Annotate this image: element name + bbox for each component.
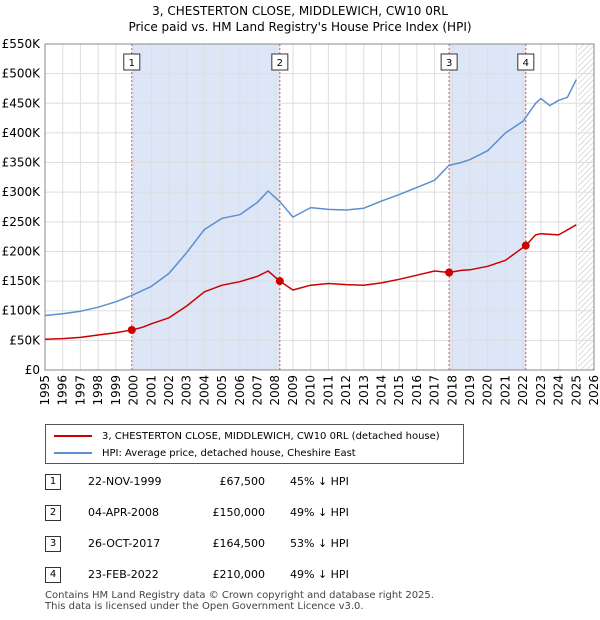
sale-number-badge: 3 (45, 536, 61, 552)
property-price-line (44, 224, 577, 340)
legend-label-property: 3, CHESTERTON CLOSE, MIDDLEWICH, CW10 0R… (102, 430, 440, 442)
sale-price: £164,500 (212, 537, 266, 550)
footer-licence: This data is licensed under the Open Gov… (45, 601, 364, 612)
sale-hpi-diff: 49% ↓ HPI (290, 506, 349, 519)
x-tick-label: 2016 (410, 375, 424, 406)
sale-date: 22-NOV-1999 (88, 475, 162, 488)
y-tick-label: £0 (25, 363, 40, 377)
sale-price: £67,500 (219, 475, 266, 488)
y-tick-label: £500K (2, 67, 42, 81)
x-tick-label: 2004 (197, 375, 211, 406)
legend-item-property: 3, CHESTERTON CLOSE, MIDDLEWICH, CW10 0R… (54, 428, 440, 444)
sale-date: 26-OCT-2017 (88, 537, 161, 550)
chart-title: 3, CHESTERTON CLOSE, MIDDLEWICH, CW10 0R… (152, 4, 448, 18)
sale-price: £150,000 (212, 506, 266, 519)
y-tick-label: £300K (2, 185, 42, 199)
x-tick-label: 2008 (268, 375, 282, 406)
x-tick-label: 1997 (73, 375, 87, 406)
x-tick-label: 2020 (481, 375, 495, 406)
sale-date: 04-APR-2008 (88, 506, 160, 519)
y-tick-label: £150K (2, 274, 42, 288)
x-tick-label: 1996 (56, 375, 70, 406)
sale-point (445, 268, 454, 277)
footer-copyright: Contains HM Land Registry data © Crown c… (45, 590, 434, 601)
sale-marker-label: 2 (277, 58, 283, 69)
table-row: 1 22-NOV-1999 £67,500 45% ↓ HPI (45, 474, 445, 492)
legend: 3, CHESTERTON CLOSE, MIDDLEWICH, CW10 0R… (45, 424, 464, 464)
x-tick-label: 2025 (569, 375, 583, 406)
x-tick-label: 2013 (357, 375, 371, 406)
x-tick-label: 2002 (162, 375, 176, 406)
x-tick-label: 2000 (127, 375, 141, 406)
table-row: 4 23-FEB-2022 £210,000 49% ↓ HPI (45, 567, 445, 585)
hpi-line-swatch (54, 452, 92, 454)
sale-marker-box (271, 53, 289, 71)
property-line-swatch (54, 435, 92, 437)
sale-marker-box (440, 53, 458, 71)
x-tick-label: 2024 (552, 375, 566, 406)
table-row: 3 26-OCT-2017 £164,500 53% ↓ HPI (45, 536, 445, 554)
y-tick-label: £250K (2, 215, 42, 229)
x-tick-label: 2014 (374, 375, 388, 406)
x-tick-label: 2003 (180, 375, 194, 406)
x-tick-label: 2010 (304, 375, 318, 406)
legend-label-hpi: HPI: Average price, detached house, Ches… (102, 447, 356, 459)
sale-hpi-diff: 49% ↓ HPI (290, 568, 349, 581)
plot-frame (44, 43, 595, 371)
table-row: 2 04-APR-2008 £150,000 49% ↓ HPI (45, 505, 445, 523)
sale-number-badge: 2 (45, 505, 61, 521)
y-tick-label: £200K (2, 244, 42, 258)
x-tick-label: 2017 (428, 375, 442, 406)
y-tick-label: £450K (2, 96, 42, 110)
sale-number-badge: 1 (45, 474, 61, 490)
x-tick-label: 2022 (516, 375, 530, 406)
x-tick-label: 2011 (321, 375, 335, 406)
x-tick-label: 2006 (233, 375, 247, 406)
x-tick-label: 2007 (251, 375, 265, 406)
y-tick-label: £550K (2, 37, 42, 51)
sale-marker-label: 4 (523, 58, 529, 69)
x-tick-label: 1995 (38, 375, 52, 406)
sale-hpi-diff: 45% ↓ HPI (290, 475, 349, 488)
sale-price: £210,000 (212, 568, 266, 581)
x-tick-label: 1998 (91, 375, 105, 406)
y-tick-label: £50K (9, 333, 41, 347)
x-tick-label: 2026 (587, 375, 600, 406)
sale-marker-box (517, 53, 535, 71)
hpi-line (44, 79, 577, 317)
x-tick-label: 2019 (463, 375, 477, 406)
sale-marker-box (123, 53, 141, 71)
x-tick-label: 2018 (445, 375, 459, 406)
x-tick-label: 2015 (392, 375, 406, 406)
sale-marker-label: 3 (446, 58, 452, 69)
x-tick-label: 2009 (286, 375, 300, 406)
price-chart: £0 £50K £100K £150K £200K £250K £300K £350K £400… (2, 37, 600, 406)
x-tick-label: 2023 (534, 375, 548, 406)
forecast-hatch (578, 44, 594, 370)
sale-date: 23-FEB-2022 (88, 568, 159, 581)
x-tick-label: 1999 (109, 375, 123, 406)
y-tick-label: £400K (2, 126, 42, 140)
sale-point (127, 325, 136, 334)
x-tick-label: 2001 (144, 375, 158, 406)
sale-point (521, 241, 530, 250)
chart-subtitle: Price paid vs. HM Land Registry's House … (128, 20, 472, 34)
x-tick-label: 2005 (215, 375, 229, 406)
y-tick-label: £350K (2, 156, 42, 170)
x-tick-label: 2012 (339, 375, 353, 406)
sale-marker-label: 1 (129, 58, 135, 69)
sale-number-badge: 4 (45, 567, 61, 583)
y-tick-label: £100K (2, 304, 42, 318)
shaded-range (131, 44, 280, 370)
sale-hpi-diff: 53% ↓ HPI (290, 537, 349, 550)
x-tick-label: 2021 (498, 375, 512, 406)
legend-item-hpi: HPI: Average price, detached house, Ches… (54, 445, 356, 461)
sale-point (275, 277, 284, 286)
